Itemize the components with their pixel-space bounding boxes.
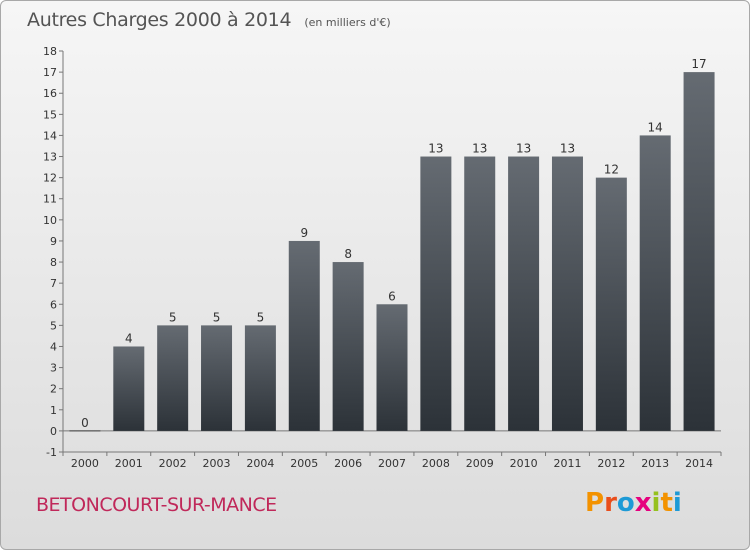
bar xyxy=(288,240,320,431)
brand-letter: x xyxy=(634,488,652,518)
bar-value-label: 5 xyxy=(169,310,177,324)
brand-letter: o xyxy=(616,488,635,518)
brand-logo[interactable]: Proxiti xyxy=(585,488,682,518)
y-tick-label: 16 xyxy=(43,87,57,100)
y-tick-label: 11 xyxy=(43,193,57,206)
x-tick-label: 2012 xyxy=(597,457,625,470)
y-tick-label: 13 xyxy=(43,151,57,164)
x-tick-label: 2004 xyxy=(246,457,274,470)
x-tick-label: 2008 xyxy=(422,457,450,470)
y-tick-label: 8 xyxy=(50,256,57,269)
y-tick-label: 4 xyxy=(50,340,57,353)
bar-value-label: 14 xyxy=(648,120,663,134)
brand-letter: t xyxy=(660,488,673,518)
bar xyxy=(683,72,715,431)
bar-value-label: 13 xyxy=(428,142,443,156)
x-tick-label: 2014 xyxy=(685,457,713,470)
bar xyxy=(332,262,364,431)
bar xyxy=(113,346,145,431)
bar-value-labels: 0 4 5 5 5 9 8 6 13 13 13 13 12 14 17 xyxy=(81,57,707,430)
x-tick-label: 2003 xyxy=(203,457,231,470)
bar-value-label: 6 xyxy=(388,289,396,303)
bar xyxy=(508,156,540,431)
bar-value-label: 5 xyxy=(257,310,265,324)
commune-name: BETONCOURT-SUR-MANCE xyxy=(36,494,277,516)
brand-letter: r xyxy=(604,488,617,518)
bar-value-label: 9 xyxy=(300,226,308,240)
x-tick-label: 2000 xyxy=(71,457,99,470)
y-tick-label: 5 xyxy=(50,319,57,332)
x-tick-label: 2005 xyxy=(290,457,318,470)
y-tick-label: 18 xyxy=(43,45,57,58)
bar xyxy=(639,135,671,431)
x-tick-label: 2011 xyxy=(553,457,581,470)
chart-title: Autres Charges 2000 à 2014 xyxy=(27,9,292,31)
x-tick-label: 2010 xyxy=(510,457,538,470)
x-tick-label: 2013 xyxy=(641,457,669,470)
bar-value-label: 13 xyxy=(516,142,531,156)
bar xyxy=(420,156,452,431)
chart-header: Autres Charges 2000 à 2014 (en milliers … xyxy=(27,9,391,31)
x-tick-label: 2002 xyxy=(159,457,187,470)
brand-letter: i xyxy=(672,488,682,518)
y-tick-label: 1 xyxy=(50,404,57,417)
y-tick-label: 10 xyxy=(43,214,57,227)
bar-value-label: 17 xyxy=(691,57,706,71)
bar-value-label: 13 xyxy=(472,142,487,156)
chart-subtitle: (en milliers d'€) xyxy=(304,16,391,29)
bar-value-label: 13 xyxy=(560,142,575,156)
y-tick-label: 7 xyxy=(50,277,57,290)
y-tick-label: 0 xyxy=(50,425,57,438)
bar xyxy=(595,177,627,431)
bar xyxy=(244,325,276,431)
y-tick-label: 9 xyxy=(50,235,57,248)
bar xyxy=(157,325,189,431)
bar-value-label: 4 xyxy=(125,331,133,345)
brand-letter: P xyxy=(585,488,605,518)
x-tick-label: 2006 xyxy=(334,457,362,470)
y-tick-label: 2 xyxy=(50,383,57,396)
bar xyxy=(201,325,233,431)
y-tick-label: 15 xyxy=(43,108,57,121)
bar xyxy=(551,156,583,431)
x-tick-label: 2007 xyxy=(378,457,406,470)
y-tick-label: 6 xyxy=(50,298,57,311)
bar-value-label: 5 xyxy=(213,310,221,324)
bar-value-label: 12 xyxy=(604,163,619,177)
y-tick-label: -1 xyxy=(46,446,57,459)
bars xyxy=(69,72,715,432)
bar-value-label: 8 xyxy=(344,247,352,261)
y-tick-label: 17 xyxy=(43,66,57,79)
bar xyxy=(464,156,496,431)
y-tick-label: 12 xyxy=(43,172,57,185)
x-tick-label: 2001 xyxy=(115,457,143,470)
y-tick-label: 14 xyxy=(43,129,57,142)
bar xyxy=(376,304,408,431)
y-tick-label: 3 xyxy=(50,362,57,375)
bar-value-label: 0 xyxy=(81,416,89,430)
brand-letter: i xyxy=(651,488,661,518)
x-tick-label: 2009 xyxy=(466,457,494,470)
